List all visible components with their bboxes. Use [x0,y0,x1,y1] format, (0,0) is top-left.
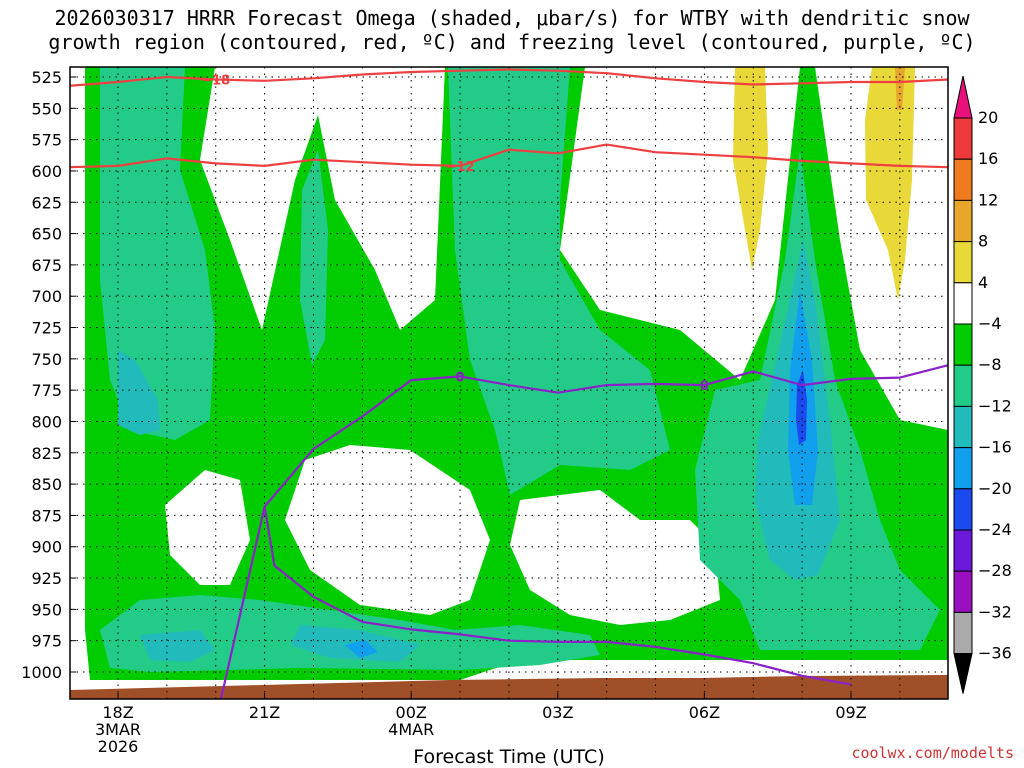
colorbar-swatch [953,241,973,284]
colorbar-swatch [953,405,973,449]
freezing-level-label: 0 [456,370,465,385]
omega-region-moderate [448,67,670,495]
x-axis-label: Forecast Time (UTC) [413,746,604,768]
colorbar-label: −36 [978,644,1012,663]
colorbar-swatch [953,447,973,490]
pressure-axis: 525 550 575 600 625 650 675 700 725 750 775 800 825 8… [21,68,76,682]
colorbar-swatch [953,364,973,407]
omega-region-very-strong [345,640,378,658]
y-tick-label: 975 [31,632,62,651]
colorbar-swatch [953,570,973,613]
colorbar-label: −12 [978,396,1012,415]
omega-region-upward [733,67,768,270]
x-tick-label: 00Z [396,703,427,722]
colorbar-label: −8 [978,355,1002,374]
omega-region-moderate [300,150,328,365]
y-tick-label: 650 [31,225,62,244]
dgz-contour-label: −18 [201,74,230,89]
x-tick-label: 18Z [102,703,133,722]
y-tick-label: 600 [31,162,62,181]
colorbar-label: −4 [978,314,1002,333]
colorbar-label: −32 [978,602,1012,621]
gridlines [70,67,948,699]
colorbar-label: −24 [978,520,1012,539]
contours: −18 −12 0 0 [70,68,948,699]
dgz-contour-line [70,68,948,87]
colorbar-swatch [953,323,973,366]
dgz-contour-label: −12 [446,160,475,175]
freezing-level-line [219,505,852,699]
y-tick-label: 1000 [21,663,62,682]
y-tick-label: 900 [31,538,62,557]
omega-region-strong [140,630,215,662]
y-tick-label: 575 [31,131,62,150]
y-tick-label: 725 [31,319,62,338]
colorbar-label: −20 [978,479,1012,498]
y-tick-label: 850 [31,475,62,494]
y-tick-label: 750 [31,350,62,369]
colorbar-swatch [953,282,973,325]
chart-title-line2: growth region (contoured, red, ºC) and f… [48,30,976,54]
terrain-surface [70,675,948,699]
omega-hole [285,445,490,615]
x-tick-label: 4MAR [388,720,434,739]
x-tick-label: 09Z [835,703,866,722]
y-tick-label: 550 [31,99,62,118]
colorbar-swatch [953,117,973,160]
y-tick-label: 800 [31,412,62,431]
colorbar-swatch [953,611,973,655]
omega-hole [510,490,720,625]
dgz-contour-line [70,143,948,169]
y-tick-label: 825 [31,444,62,463]
colorbar-swatch [953,199,973,243]
chart-title: 2026030317 HRRR Forecast Omega (shaded, … [0,6,1024,54]
omega-shading: −18 −12 0 0 [70,67,948,699]
colorbar-label: −28 [978,561,1012,580]
colorbar-label: 4 [978,273,988,292]
omega-region-moderate [100,67,215,440]
y-tick-label: 775 [31,381,62,400]
y-tick-label: 625 [31,193,62,212]
omega-region-extreme [796,370,807,445]
x-tick-label: 21Z [249,703,280,722]
omega-colorbar: 20 16 12 8 4 −4 −8 −12 −16 −20 −24 −28 −32 −36 [953,75,1012,694]
colorbar-label: 8 [978,232,988,251]
colorbar-swatch [953,158,973,201]
y-tick-label: 700 [31,287,62,306]
x-tick-label: 2026 [98,737,139,756]
y-tick-label: 925 [31,569,62,588]
colorbar-label: 12 [978,190,998,209]
x-tick-label: 06Z [689,703,720,722]
colorbar-label: −16 [978,438,1012,457]
x-tick-label: 03Z [542,703,573,722]
colorbar-swatch [953,488,973,531]
y-tick-label: 675 [31,256,62,275]
x-tick-label: 3MAR [95,720,141,739]
colorbar-swatch [953,529,973,572]
omega-region-upward [865,67,915,300]
y-tick-label: 525 [31,68,62,87]
colorbar-top-arrow [953,75,973,119]
y-tick-label: 950 [31,600,62,619]
plot-frame [69,66,949,700]
chart-title-line1: 2026030317 HRRR Forecast Omega (shaded, … [54,6,970,30]
colorbar-bottom-arrow [953,653,973,694]
colorbar-label: 20 [978,108,998,127]
omega-region-upward [895,67,905,110]
credit-text[interactable]: coolwx.com/modelts [851,744,1014,762]
freezing-level-line [263,364,948,508]
colorbar-label: 16 [978,149,998,168]
freezing-level-label: 0 [700,379,709,394]
omega-region-strong [118,350,160,435]
y-tick-label: 875 [31,506,62,525]
omega-hole [165,470,250,585]
